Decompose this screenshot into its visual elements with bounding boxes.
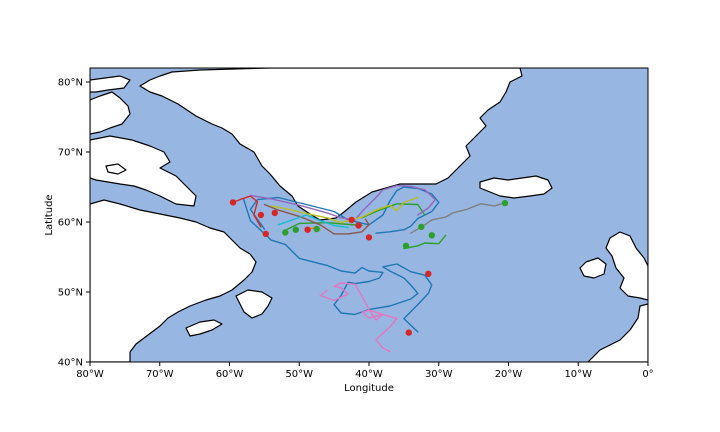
drifter-track bbox=[249, 186, 440, 234]
drifter-track bbox=[277, 214, 349, 229]
start-marker bbox=[292, 226, 299, 233]
iceland bbox=[479, 175, 553, 199]
end-marker bbox=[262, 230, 269, 238]
end-marker bbox=[271, 209, 278, 217]
drifter-track bbox=[270, 196, 419, 224]
end-marker bbox=[257, 211, 265, 219]
x-tick-label: 50°W bbox=[285, 369, 313, 380]
end-marker bbox=[365, 234, 373, 241]
x-tick-label: 60°W bbox=[216, 369, 244, 380]
drifter-track bbox=[410, 203, 503, 234]
ireland bbox=[579, 257, 607, 279]
x-tick-label: 70°W bbox=[146, 369, 174, 380]
start-marker bbox=[418, 223, 425, 231]
y-tick-label: 60°N bbox=[58, 218, 83, 229]
x-axis-label: Longitude bbox=[344, 383, 394, 394]
iberia-tip bbox=[587, 303, 648, 362]
drifter-track bbox=[284, 221, 363, 232]
x-axis-ticks: 80°W 70°W 60°W 50°W 40°W 30°W 20°W 10°W 0° bbox=[76, 362, 654, 380]
end-marker bbox=[405, 329, 412, 336]
drifter-track bbox=[319, 282, 398, 353]
start-marker bbox=[282, 229, 289, 236]
drifter-track bbox=[361, 203, 426, 219]
labrador-mainland bbox=[90, 199, 257, 362]
y-tick-label: 40°N bbox=[58, 358, 83, 369]
x-tick-label: 0° bbox=[642, 369, 653, 380]
drifter-track bbox=[403, 234, 447, 250]
nova-scotia bbox=[185, 319, 223, 337]
end-marker bbox=[425, 270, 432, 277]
end-markers bbox=[229, 199, 432, 336]
end-marker bbox=[348, 216, 355, 224]
land-layer bbox=[90, 68, 648, 362]
x-tick-label: 30°W bbox=[425, 369, 453, 380]
end-marker bbox=[229, 199, 237, 206]
y-tick-label: 50°N bbox=[58, 288, 83, 299]
baffin-island bbox=[90, 91, 131, 135]
start-marker bbox=[501, 199, 509, 207]
x-tick-label: 10°W bbox=[564, 369, 592, 380]
end-marker bbox=[304, 226, 311, 233]
y-axis-ticks: 40°N 50°N 60°N 70°N 80°N bbox=[58, 78, 90, 369]
start-marker bbox=[428, 232, 435, 239]
drifter-track bbox=[263, 203, 370, 235]
drifter-track bbox=[242, 198, 433, 333]
start-markers bbox=[282, 199, 509, 249]
southampton-island bbox=[105, 163, 127, 175]
newfoundland bbox=[235, 289, 273, 319]
x-tick-label: 40°W bbox=[355, 369, 383, 380]
start-marker bbox=[313, 225, 320, 233]
drifter-track bbox=[232, 195, 262, 228]
x-tick-label: 80°W bbox=[76, 369, 104, 380]
arctic-island-north bbox=[90, 75, 131, 93]
y-axis-label: Latitude bbox=[44, 194, 55, 235]
drifter-tracks bbox=[232, 184, 503, 353]
y-tick-label: 80°N bbox=[58, 78, 83, 89]
baffin-southern bbox=[90, 135, 197, 207]
drifter-track bbox=[249, 184, 436, 221]
y-tick-label: 70°N bbox=[58, 148, 83, 159]
x-tick-label: 20°W bbox=[495, 369, 523, 380]
great-britain bbox=[605, 231, 648, 301]
start-marker bbox=[402, 242, 410, 249]
end-marker bbox=[355, 222, 362, 229]
